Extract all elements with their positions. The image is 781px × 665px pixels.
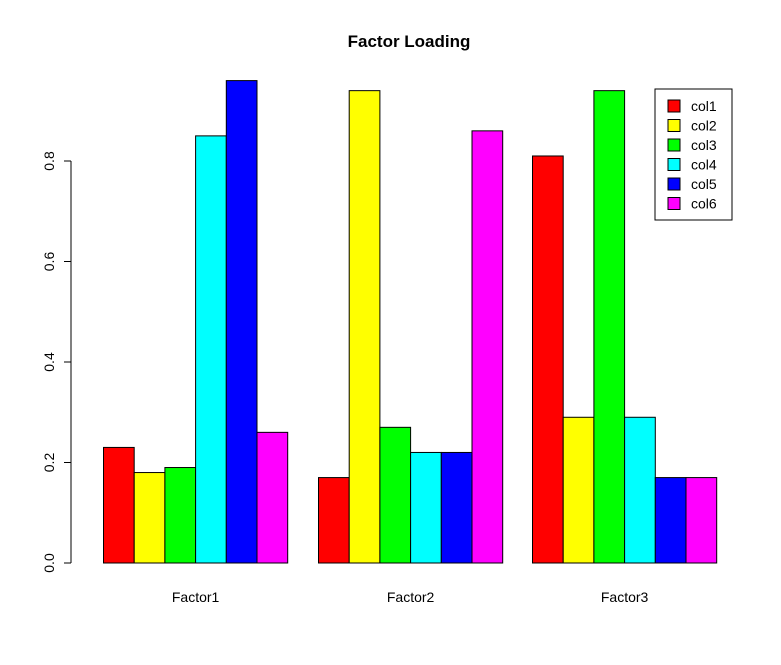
legend-item-col6: col6 <box>667 196 717 212</box>
bar-factor3-col5 <box>654 477 687 564</box>
chart-title: Factor Loading <box>348 32 471 51</box>
category-label: Factor2 <box>387 589 435 605</box>
legend-swatch <box>667 177 681 191</box>
legend-swatch <box>667 138 681 152</box>
legend-item-col2: col2 <box>667 118 717 134</box>
bar-group-factor3 <box>532 90 718 564</box>
legend-swatch <box>667 197 681 210</box>
category-labels: Factor1 Factor2 Factor3 <box>172 589 649 605</box>
bar-factor2-col3 <box>379 426 412 564</box>
y-tick-label: 0.4 <box>41 352 57 372</box>
bar-group-factor1 <box>103 80 289 564</box>
bar-factor2-col1 <box>318 477 350 564</box>
legend-item-col1: col1 <box>667 98 717 114</box>
category-label: Factor3 <box>601 589 649 605</box>
y-tick-label: 0.2 <box>41 453 57 473</box>
legend-item-col3: col3 <box>667 137 717 153</box>
bar-factor1-col6 <box>256 431 289 564</box>
y-tick-label: 0.6 <box>41 252 57 272</box>
bar-factor3-col4 <box>624 416 656 564</box>
bar-factor1-col1 <box>103 446 135 564</box>
bar-factor2-col4 <box>410 451 442 564</box>
legend-label: col5 <box>691 176 717 192</box>
category-label: Factor1 <box>172 589 220 605</box>
bar-factor1-col5 <box>225 80 258 564</box>
bar-factor2-col5 <box>440 451 473 564</box>
y-tick-label: 0.0 <box>41 553 57 573</box>
legend-label: col2 <box>691 118 717 134</box>
bar-factor1-col3 <box>164 467 197 564</box>
legend-label: col1 <box>691 98 717 114</box>
bar-factor3-col2 <box>562 416 595 564</box>
legend-item-col4: col4 <box>667 157 717 173</box>
bar-factor1-col4 <box>195 135 227 564</box>
bar-group-factor2 <box>318 90 504 564</box>
y-tick-label: 0.8 <box>41 151 57 171</box>
legend-label: col6 <box>691 196 717 212</box>
bar-factor3-col1 <box>532 155 564 564</box>
bar-factor3-col3 <box>593 90 626 564</box>
legend-item-col5: col5 <box>667 176 717 192</box>
legend-swatch <box>667 158 681 171</box>
legend-label: col4 <box>691 157 717 173</box>
legend-swatch <box>667 119 681 132</box>
bar-groups <box>103 80 718 564</box>
y-axis: 0.0 0.2 0.4 0.6 0.8 <box>41 151 72 573</box>
legend: col1 col2 col3 col4 col5 col6 <box>654 88 733 221</box>
bar-factor2-col2 <box>348 90 381 564</box>
bar-factor2-col6 <box>471 130 504 564</box>
legend-label: col3 <box>691 137 717 153</box>
bar-factor3-col6 <box>685 477 718 564</box>
bar-factor1-col2 <box>133 472 166 564</box>
legend-swatch <box>667 99 681 113</box>
